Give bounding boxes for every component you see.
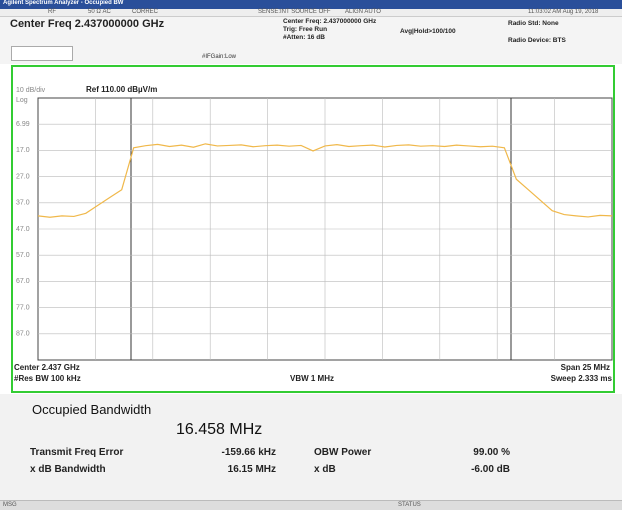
- title-bar: [0, 0, 622, 9]
- sense: SENSE:INT SOURCE OFF: [258, 9, 331, 15]
- y-label: 47.0: [16, 226, 30, 233]
- obw-value: 16.458 MHz: [176, 421, 263, 438]
- y-label: 17.0: [16, 147, 30, 154]
- status: STATUS: [398, 502, 421, 508]
- center-freq[interactable]: Center Freq 2.437000000 GHz: [10, 18, 165, 30]
- y-label: 27.0: [16, 173, 30, 180]
- msg: MSG: [3, 502, 17, 508]
- span: Span 25 MHz: [561, 363, 610, 372]
- info-line: Center Freq: 2.437000000 GHz: [283, 18, 377, 25]
- res-bw: #Res BW 100 kHz: [14, 374, 81, 383]
- y-label: 77.0: [16, 304, 30, 311]
- y-label: 37.0: [16, 200, 30, 207]
- y-label: 67.0: [16, 278, 30, 285]
- rf: RF: [48, 9, 56, 15]
- scale: 10 dB/div: [16, 87, 46, 94]
- center: Center 2.437 GHz: [14, 363, 80, 372]
- time: 11:03:02 AM Aug 19, 2018: [528, 9, 599, 15]
- input: 50 Ω AC: [88, 9, 111, 15]
- log: Log: [16, 97, 28, 104]
- radio-device[interactable]: Radio Device: BTS: [508, 37, 566, 44]
- ifgain: #IFGain:Low: [202, 54, 237, 60]
- label: x dB: [314, 464, 336, 475]
- y-label: 57.0: [16, 252, 30, 259]
- ref: Ref 110.00 dBµV/m: [86, 85, 157, 94]
- align: ALIGN AUTO: [345, 9, 381, 15]
- avg-hold: Avg|Hold>100/100: [400, 28, 456, 35]
- vbw: VBW 1 MHz: [290, 374, 334, 383]
- value: -159.66 kHz: [221, 447, 276, 458]
- info-line: #Atten: 16 dB: [283, 34, 325, 41]
- window-title: Agilent Spectrum Analyzer - Occupied BW: [3, 0, 124, 6]
- info: Center Freq: 2.437000000 GHz Trig: Free …: [283, 18, 376, 42]
- value: -6.00 dB: [471, 464, 510, 475]
- y-label: 6.99: [16, 121, 30, 128]
- value: 16.15 MHz: [227, 464, 276, 475]
- y-label: 87.0: [16, 331, 30, 338]
- trace: [37, 143, 613, 218]
- value: 99.00 %: [473, 447, 510, 458]
- input-box[interactable]: [11, 46, 73, 61]
- footer: [0, 500, 622, 510]
- radio-std[interactable]: Radio Std: None: [508, 20, 559, 27]
- graph: 10 dB/div Ref 110.00 dBµV/m Log Center 2…: [11, 65, 615, 393]
- label: Transmit Freq Error: [30, 447, 124, 458]
- info-line: Trig: Free Run: [283, 26, 328, 33]
- label: x dB Bandwidth: [30, 464, 106, 475]
- label: OBW Power: [314, 447, 372, 458]
- results: [0, 394, 622, 500]
- sweep: Sweep 2.333 ms: [551, 374, 613, 383]
- status-row: [0, 9, 622, 17]
- correc: CORREC: [132, 9, 159, 15]
- results-title: Occupied Bandwidth: [32, 402, 152, 417]
- header: [0, 17, 622, 64]
